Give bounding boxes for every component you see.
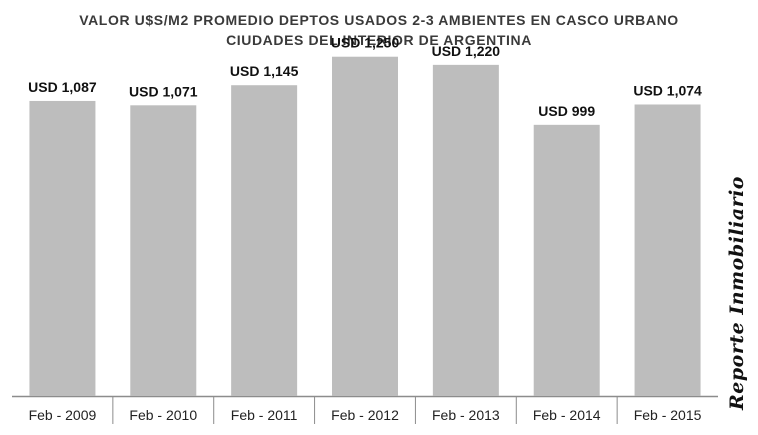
data-label: USD 999 xyxy=(538,103,595,119)
x-tick-label: Feb - 2013 xyxy=(432,407,500,423)
bar xyxy=(432,64,499,396)
x-tick-label: Feb - 2010 xyxy=(129,407,197,423)
data-label: USD 1,145 xyxy=(230,63,299,79)
bar xyxy=(231,85,298,396)
bar xyxy=(634,104,701,396)
x-tick-label: Feb - 2012 xyxy=(331,407,399,423)
bar xyxy=(533,124,600,396)
watermark: Reporte Inmobiliario xyxy=(722,176,752,410)
chart-subtitle: CIUDADES DEL INTERIOR DE ARGENTINA xyxy=(226,32,532,48)
data-label: USD 1,071 xyxy=(129,83,198,99)
x-tick-label: Feb - 2015 xyxy=(634,407,702,423)
data-label: USD 1,220 xyxy=(432,43,501,59)
data-label: USD 1,074 xyxy=(633,82,702,98)
chart-title: VALOR U$S/M2 PROMEDIO DEPTOS USADOS 2-3 … xyxy=(79,12,679,28)
watermark-text: Reporte Inmobiliario xyxy=(726,175,748,410)
data-label: USD 1,250 xyxy=(331,35,400,51)
chart-title-block: VALOR U$S/M2 PROMEDIO DEPTOS USADOS 2-3 … xyxy=(0,10,758,50)
x-tick-label: Feb - 2009 xyxy=(29,407,97,423)
data-label: USD 1,087 xyxy=(28,79,97,95)
bar xyxy=(332,56,398,396)
x-tick-label: Feb - 2011 xyxy=(231,407,298,423)
x-tick-label: Feb - 2014 xyxy=(533,407,601,423)
bar xyxy=(130,105,197,397)
bar xyxy=(29,100,96,396)
